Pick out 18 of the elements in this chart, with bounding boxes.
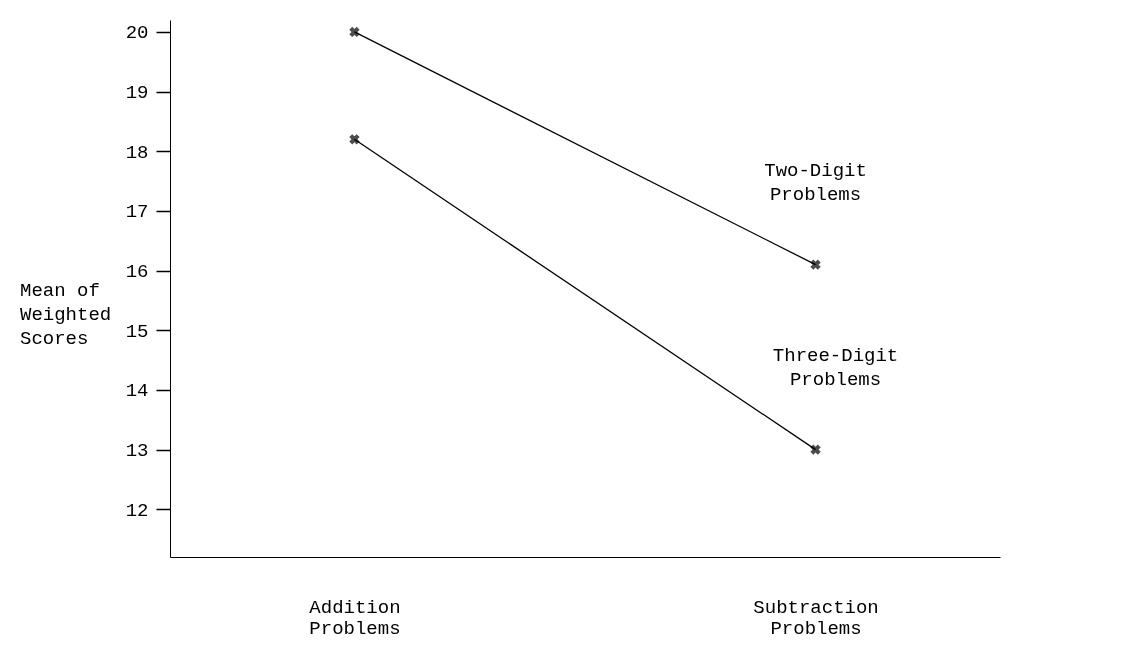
point <box>349 134 360 145</box>
y-tick-label: 18 <box>125 141 149 164</box>
series-label: Three-Digit Problems <box>772 344 899 391</box>
y-tick-label: 13 <box>125 440 149 463</box>
y-tick-label: 19 <box>125 82 149 105</box>
y-tick-label: 12 <box>125 499 149 522</box>
y-tick-label: 16 <box>125 261 149 284</box>
point <box>810 259 821 270</box>
point <box>810 444 821 455</box>
y-tick-label: 17 <box>125 201 149 224</box>
y-tick-label: 14 <box>125 380 149 403</box>
y-tick-label: 20 <box>125 22 149 45</box>
x-tick-label: Subtraction Problems <box>753 596 879 640</box>
y-axis-title: Mean of Weighted Scores <box>20 280 112 350</box>
x-tick-label: Addition Problems <box>309 596 401 640</box>
point <box>349 26 360 38</box>
series-label: Two-Digit Problems <box>764 159 867 206</box>
y-tick-label: 15 <box>125 320 149 343</box>
